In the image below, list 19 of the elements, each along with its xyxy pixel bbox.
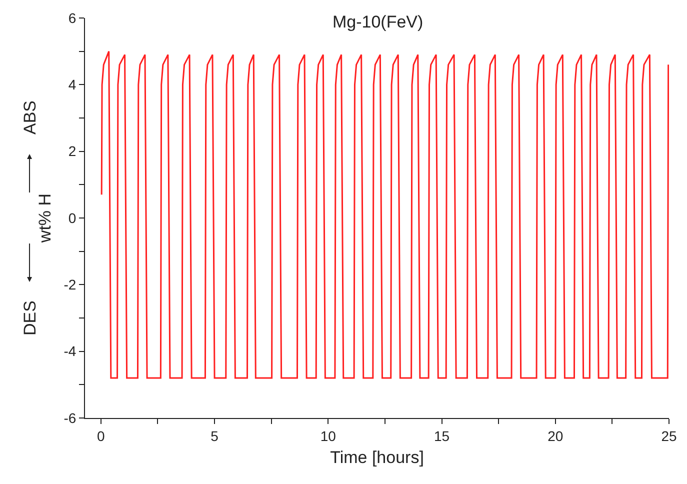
y-tick-label: -4 <box>64 343 76 360</box>
x-tick-label: 20 <box>548 428 564 444</box>
x-tick-label: 0 <box>97 428 106 444</box>
y-tick-label: 2 <box>68 143 76 160</box>
y-tick-label: 6 <box>68 10 76 26</box>
y-axis-title: wt% H <box>35 193 54 244</box>
x-tick-label: 5 <box>210 428 219 444</box>
text: ABS <box>20 100 40 135</box>
x-tick-label: 15 <box>434 428 450 444</box>
y-tick-label: 4 <box>68 76 76 93</box>
x-axis-title: Time [hours] <box>330 448 424 468</box>
line-series <box>100 50 669 379</box>
y-tick-label: -2 <box>64 276 76 293</box>
x-tick-label: 10 <box>320 428 336 444</box>
text: DES <box>20 300 40 336</box>
x-tick-label: 25 <box>661 428 677 444</box>
y-tick-label: 0 <box>68 210 76 226</box>
chart-title: Mg-10(FeV) <box>332 12 424 32</box>
y-tick-label: -6 <box>64 410 76 426</box>
